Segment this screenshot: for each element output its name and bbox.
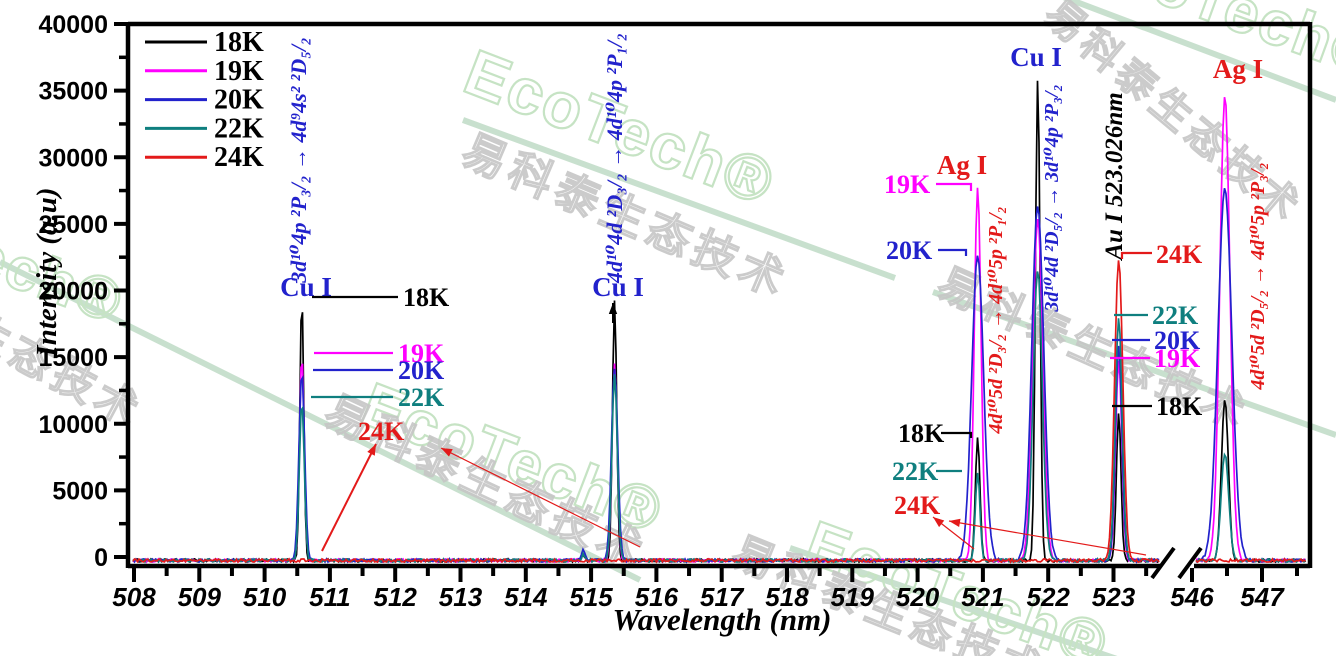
- series-24K: [132, 260, 1307, 564]
- y-tick-label: 35000: [38, 78, 108, 106]
- annotation-arrow-head: [933, 517, 945, 528]
- y-tick-label: 30000: [38, 144, 108, 172]
- legend-label-22K: 22K: [214, 113, 264, 144]
- transition-annotation: 3d¹⁰4p ²P₃/₂ → 4d⁹4s² ²D₅/₂: [286, 37, 311, 283]
- peak-temp-label: 22K: [892, 457, 939, 486]
- axes: 0 5000 10000 15000 20000 25000 30000 35000 40000…: [31, 11, 1313, 637]
- y-tick-label: 25000: [38, 211, 108, 239]
- x-tick-label: 523: [1092, 582, 1136, 612]
- x-tick-label: 518: [765, 582, 809, 612]
- legend-label-18K: 18K: [214, 27, 264, 58]
- peak-temp-label: 19K: [884, 170, 931, 199]
- x-tick-label: 512: [374, 582, 418, 612]
- element-label: Ag I: [1213, 54, 1263, 84]
- y-tick-label: 40000: [38, 11, 108, 39]
- x-tick-label: 511: [309, 582, 350, 612]
- watermark-logo-text: EcoTech®: [0, 169, 132, 337]
- series-layer: [132, 80, 1307, 564]
- x-tick-label: 547: [1240, 582, 1285, 612]
- y-tick-label: 20000: [38, 278, 108, 306]
- x-tick-label: 513: [439, 582, 483, 612]
- axis-break-slash: [1177, 546, 1203, 580]
- watermark-diagonal-line: [0, 259, 642, 583]
- axis-break-slash: [1150, 546, 1176, 580]
- legend-label-24K: 24K: [214, 142, 264, 173]
- element-label: Cu I: [592, 272, 644, 302]
- annotation-arrow-line: [321, 443, 377, 552]
- transition-annotation: 4d¹⁰4d ²D₃/₂ → 4d¹⁰4p ²P₁/₂: [602, 33, 627, 284]
- x-tick-label: 519: [831, 582, 875, 612]
- peak-temp-label: 20K: [398, 356, 445, 385]
- annotation-arrow-line: [948, 520, 1147, 556]
- x-axis-title: Wavelength (nm): [613, 602, 832, 637]
- y-tick-label: 0: [94, 544, 108, 572]
- annotation-arrow-head: [608, 303, 618, 314]
- peak-temp-label: 22K: [398, 383, 445, 412]
- peak-temp-label: 24K: [894, 491, 941, 520]
- callout-line: [938, 248, 968, 256]
- watermark-diagonal-line: [931, 289, 1336, 438]
- x-tick-label: 509: [178, 582, 222, 612]
- x-tick-label: 516: [635, 582, 679, 612]
- annotation-arrow-head: [949, 518, 961, 528]
- x-tick-label: 522: [1027, 582, 1071, 612]
- transition-annotation: 4d¹⁰5d ²D₃/₂ → 4d¹⁰5p ²P₁/₂: [985, 206, 1007, 434]
- x-tick-label: 514: [504, 582, 548, 612]
- watermark-diagonal-line: [461, 117, 897, 281]
- x-tick-label: 521: [961, 582, 1004, 612]
- peak-temp-label: 20K: [1154, 326, 1201, 355]
- transition-annotation: 3d¹⁰4d ²D₅/₂ → 3d¹⁰4p ²P₃/₂: [1041, 84, 1063, 312]
- annotation-arrow-line: [440, 447, 641, 548]
- callout-line: [941, 431, 973, 438]
- transition-annotation: Au I 523.026nm: [1101, 92, 1128, 261]
- x-tick-label: 508: [112, 582, 156, 612]
- x-tick-label: 546: [1170, 582, 1214, 612]
- peak-temp-label: 24K: [358, 417, 405, 446]
- annotation-arrow-head: [441, 448, 453, 457]
- y-axis-title: Intensity (a.u): [31, 187, 63, 357]
- y-tick-label: 15000: [38, 344, 108, 372]
- legend-label-20K: 20K: [214, 85, 264, 116]
- annotation-arrow-head: [367, 444, 376, 456]
- peak-temp-label: 20K: [886, 236, 933, 265]
- x-tick-label: 517: [700, 582, 745, 612]
- legend-label-19K: 19K: [214, 56, 264, 87]
- x-tick-label: 515: [569, 582, 613, 612]
- peak-temp-label: 18K: [898, 419, 945, 448]
- callout-line: [1120, 251, 1152, 259]
- transition-annotation: 4d¹⁰5d ²D₅/₂ → 4d¹⁰5p ²P₃/₂: [1247, 162, 1269, 390]
- peak-temp-label: 19K: [398, 339, 445, 368]
- element-label: Cu I: [1010, 42, 1062, 72]
- peak-temp-label: 18K: [403, 283, 450, 312]
- peak-temp-label: 19K: [1154, 344, 1201, 373]
- peak-temp-label: 18K: [1156, 392, 1203, 421]
- x-tick-label: 510: [243, 582, 287, 612]
- y-tick-label: 5000: [52, 477, 108, 505]
- callout-line: [936, 182, 973, 191]
- peak-temp-label: 24K: [1156, 240, 1203, 269]
- peak-temp-label: 22K: [1152, 301, 1199, 330]
- y-tick-label: 10000: [38, 411, 108, 439]
- watermark-diagonal-line: [1062, 0, 1336, 103]
- element-label: Ag I: [937, 150, 987, 180]
- x-tick-label: 520: [896, 582, 940, 612]
